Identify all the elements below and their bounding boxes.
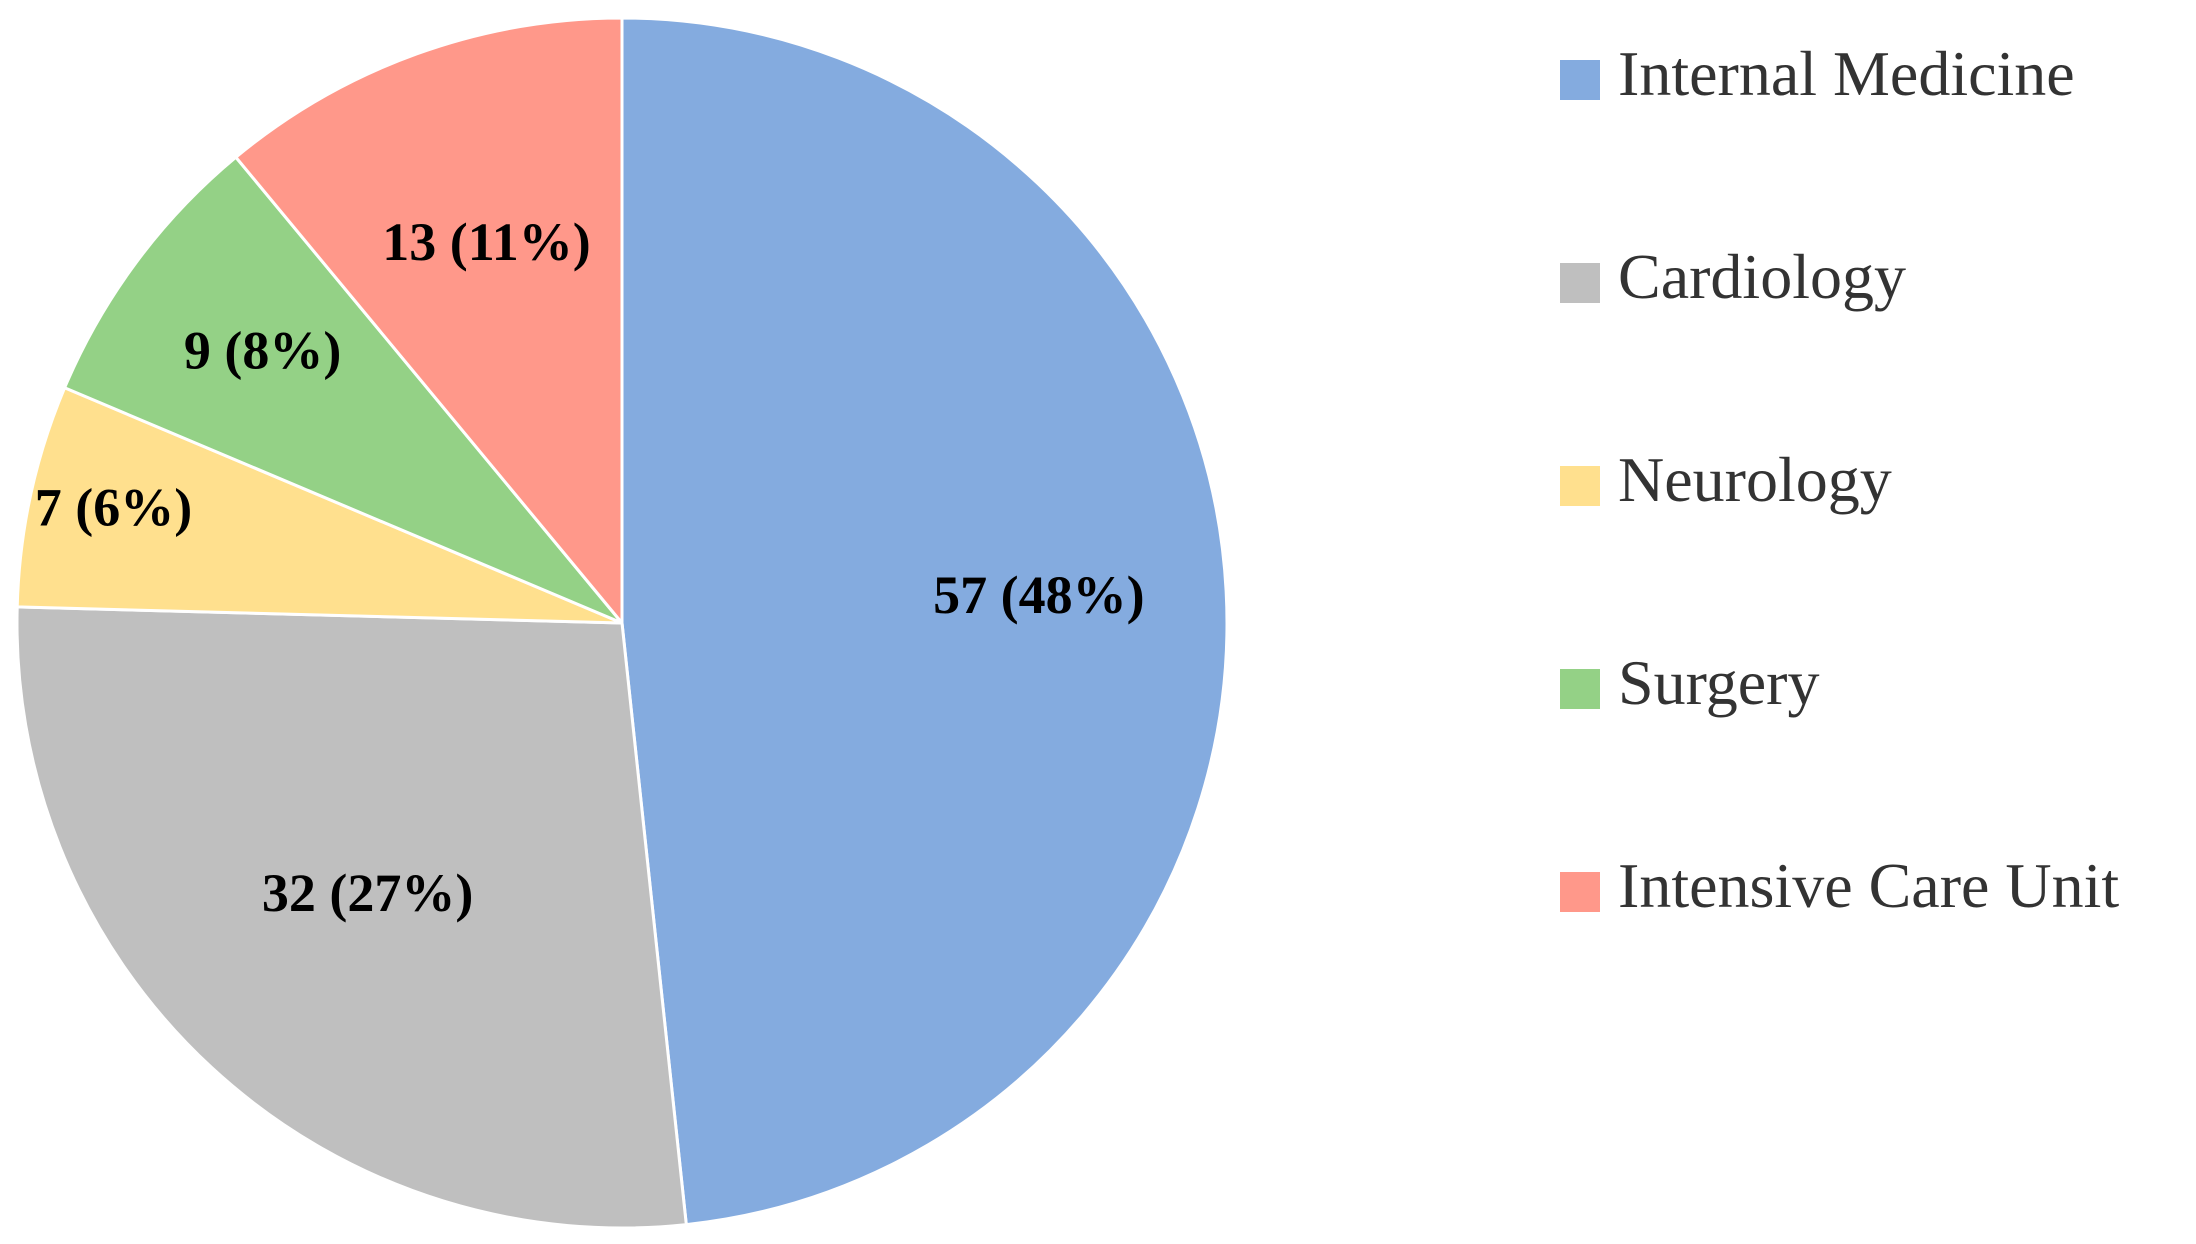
chart-legend: Internal Medicine Cardiology Neurology S…	[1560, 26, 2180, 1041]
legend-swatch-internal-medicine	[1560, 60, 1600, 100]
pie-slice-surgery	[62, 155, 624, 625]
data-label-neurology: 7 (6%)	[35, 477, 192, 537]
legend-label-intensive-care-unit: Intensive Care Unit	[1618, 850, 2120, 921]
legend-item-internal-medicine: Internal Medicine	[1560, 26, 2180, 229]
legend-swatch-cardiology	[1560, 263, 1600, 303]
legend-label-cardiology: Cardiology	[1618, 241, 1906, 312]
legend-item-neurology: Neurology	[1560, 432, 2180, 635]
pie-slice-cardiology	[15, 605, 688, 1230]
legend-label-neurology: Neurology	[1618, 444, 1892, 515]
legend-label-surgery: Surgery	[1618, 647, 1820, 718]
legend-item-cardiology: Cardiology	[1560, 229, 2180, 432]
legend-swatch-neurology	[1560, 466, 1600, 506]
data-label-cardiology: 32 (27%)	[262, 863, 473, 923]
pie-data-labels: 57 (48%) 32 (27%) 7 (6%) 9 (8%) 13 (11%)	[35, 212, 1145, 923]
pie-slice-internal-medicine	[620, 16, 1229, 1227]
legend-swatch-intensive-care-unit	[1560, 872, 1600, 912]
data-label-surgery: 9 (8%)	[184, 320, 341, 380]
legend-item-surgery: Surgery	[1560, 635, 2180, 838]
data-label-intensive-care-unit: 13 (11%)	[382, 212, 591, 272]
legend-item-intensive-care-unit: Intensive Care Unit	[1560, 838, 2180, 1041]
legend-label-internal-medicine: Internal Medicine	[1618, 38, 2075, 109]
legend-swatch-surgery	[1560, 669, 1600, 709]
data-label-internal-medicine: 57 (48%)	[933, 565, 1144, 625]
pie-slices	[15, 16, 1229, 1230]
pie-slice-neurology	[15, 385, 623, 625]
pie-slice-intensive-care-unit	[233, 16, 624, 628]
